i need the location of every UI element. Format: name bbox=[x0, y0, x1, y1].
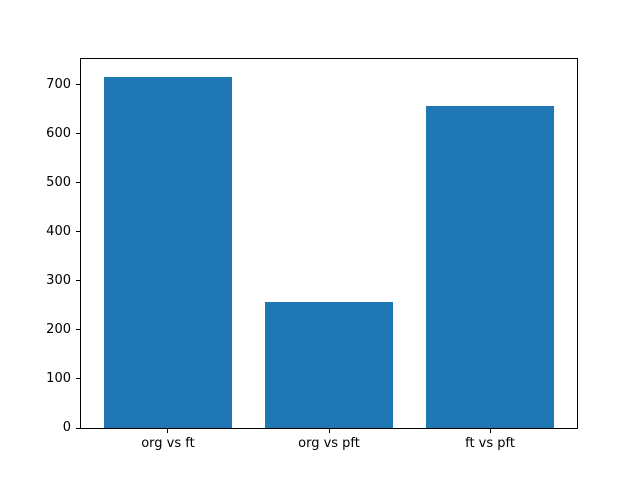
bar-org-vs-ft bbox=[103, 76, 233, 428]
x-axis-tick bbox=[167, 429, 169, 433]
y-axis-tick-label: 100 bbox=[46, 370, 71, 386]
y-axis-tick bbox=[76, 280, 80, 282]
y-axis-tick bbox=[76, 84, 80, 86]
x-axis-tick-label: org vs pft bbox=[298, 436, 360, 451]
y-axis-tick-label: 600 bbox=[46, 125, 71, 141]
y-axis-tick bbox=[76, 182, 80, 184]
x-axis-tick-label: ft vs pft bbox=[465, 436, 515, 451]
y-axis-tick-label: 300 bbox=[46, 272, 71, 288]
y-axis-tick-label: 400 bbox=[46, 223, 71, 239]
y-axis-tick bbox=[76, 133, 80, 135]
y-axis-tick-label: 200 bbox=[46, 321, 71, 337]
y-axis-tick bbox=[76, 427, 80, 429]
y-axis-tick bbox=[76, 329, 80, 331]
y-axis-tick-label: 700 bbox=[46, 76, 71, 92]
y-axis-tick bbox=[76, 378, 80, 380]
x-axis-tick-label: org vs ft bbox=[141, 436, 195, 451]
y-axis-tick bbox=[76, 231, 80, 233]
x-axis-tick bbox=[328, 429, 330, 433]
bar-org-vs-pft bbox=[264, 301, 394, 428]
bar-ft-vs-pft bbox=[425, 105, 555, 428]
y-axis-tick-label: 0 bbox=[62, 420, 71, 435]
x-axis-tick bbox=[489, 429, 491, 433]
plot-area: 0 100 200 300 400 500 600 700 org vs ft org vs pf… bbox=[46, 58, 578, 451]
y-axis-tick-label: 500 bbox=[46, 174, 71, 190]
